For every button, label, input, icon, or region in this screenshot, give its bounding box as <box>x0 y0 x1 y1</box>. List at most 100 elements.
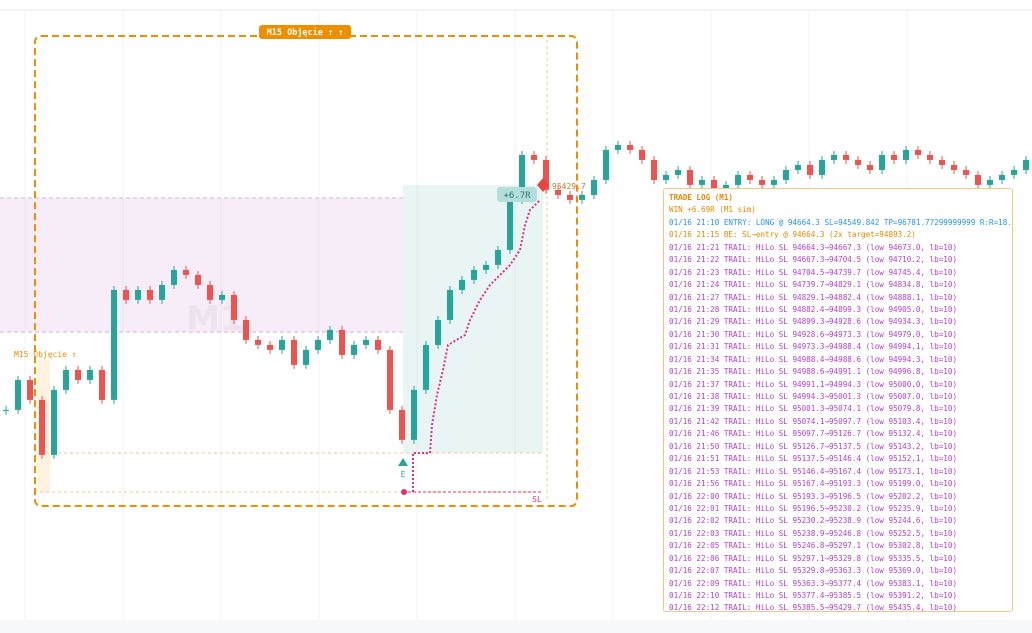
log-line: WIN +6.69R (M1 sim) <box>669 205 756 215</box>
log-line: 01/16 21:35 TRAIL: HiLo SL 94988.6→94991… <box>669 367 958 377</box>
log-line: 01/16 21:23 TRAIL: HiLo SL 94704.5→94739… <box>669 267 958 277</box>
result-badge: +6.7R <box>503 191 531 201</box>
candle <box>711 179 717 190</box>
candle <box>723 184 729 190</box>
log-line: 01/16 21:27 TRAIL: HiLo SL 94829.1→94882… <box>669 292 958 302</box>
candle <box>591 179 597 195</box>
candle <box>339 329 345 355</box>
log-line: 01/16 21:46 TRAIL: HiLo SL 95097.7→95126… <box>669 429 958 439</box>
log-line: 01/16 21:34 TRAIL: HiLo SL 94988.4→94988… <box>669 354 958 364</box>
candle <box>699 179 705 185</box>
candle <box>27 379 33 400</box>
candle <box>807 164 813 175</box>
candle <box>543 159 549 190</box>
log-line: 01/16 21:24 TRAIL: HiLo SL 94739.7→94829… <box>669 280 958 290</box>
candle <box>987 179 993 185</box>
candle <box>399 409 405 440</box>
log-line: 01/16 22:05 TRAIL: HiLo SL 95246.8→95297… <box>669 541 958 551</box>
candle <box>231 294 237 320</box>
log-line: 01/16 21:28 TRAIL: HiLo SL 94882.4→94899… <box>669 304 958 314</box>
zone-label-bg <box>259 25 351 39</box>
log-line: 01/16 21:37 TRAIL: HiLo SL 94991.1→94994… <box>669 379 958 389</box>
pink-zone <box>0 198 403 332</box>
candle <box>1023 159 1029 170</box>
candle <box>951 164 957 170</box>
candle <box>603 149 609 180</box>
profit-zone <box>403 185 543 453</box>
candle <box>219 294 225 300</box>
candle <box>855 159 861 165</box>
candle <box>243 319 249 340</box>
candle <box>783 169 789 180</box>
candle <box>843 154 849 160</box>
log-line: 01/16 22:12 TRAIL: HiLo SL 95385.5→95429… <box>669 603 958 612</box>
log-line: 01/16 21:38 TRAIL: HiLo SL 94994.3→95001… <box>669 392 958 401</box>
candle <box>255 339 261 345</box>
log-line: 01/16 22:01 TRAIL: HiLo SL 95196.5→95230… <box>669 503 958 513</box>
candle <box>507 199 513 250</box>
zone-label-small: M15 Objęcie ↑ <box>14 350 77 359</box>
candle <box>135 289 141 300</box>
candle <box>759 179 765 185</box>
candle <box>903 149 909 160</box>
candle <box>147 289 153 300</box>
entry-marker <box>398 458 408 466</box>
entry-label: E <box>401 470 406 479</box>
candle <box>375 339 381 350</box>
exit-price: 95429.7 <box>552 182 586 191</box>
log-line: 01/16 21:31 TRAIL: HiLo SL 94973.3→94988… <box>669 342 958 352</box>
log-line: 01/16 21:22 TRAIL: HiLo SL 94667.3→94704… <box>669 255 958 265</box>
candle <box>579 194 585 200</box>
candle <box>279 339 285 350</box>
candle <box>555 189 561 195</box>
candle <box>795 164 801 170</box>
candle <box>879 154 885 170</box>
candle <box>207 284 213 300</box>
candle <box>327 329 333 340</box>
candle <box>615 144 621 150</box>
sl-label: SL <box>532 495 542 504</box>
trade-log: TRADE LOG (M1) WIN +6.69R (M1 sim) 01/16 … <box>663 188 1013 612</box>
candle <box>15 379 21 410</box>
log-line: 01/16 21:15 BE: SL→entry @ 94664.3 (2x t… <box>669 230 916 240</box>
candle <box>315 339 321 350</box>
candle <box>183 269 189 275</box>
log-line: 01/16 21:30 TRAIL: HiLo SL 94928.6→94973… <box>669 329 958 339</box>
candle <box>531 154 537 160</box>
candle <box>39 399 45 455</box>
candle <box>387 349 393 410</box>
candle <box>891 154 897 160</box>
badge-bg <box>497 187 537 202</box>
candle <box>483 264 489 270</box>
candle <box>363 339 369 345</box>
candle <box>471 269 477 280</box>
trail-path <box>412 199 541 492</box>
candle <box>735 174 741 185</box>
candle <box>939 159 945 165</box>
log-line: 01/16 22:09 TRAIL: HiLo SL 95363.3→95377… <box>669 578 958 588</box>
candle <box>651 159 657 180</box>
log-line: 01/16 21:50 TRAIL: HiLo SL 95126.7→95137… <box>669 441 958 451</box>
candle <box>459 279 465 290</box>
log-line: 01/16 22:00 TRAIL: HiLo SL 95193.3→95196… <box>669 491 958 501</box>
log-line: 01/16 22:10 TRAIL: HiLo SL 95377.4→95385… <box>669 591 958 600</box>
candle <box>267 344 273 350</box>
candle <box>831 154 837 160</box>
candle <box>1011 169 1017 175</box>
log-line: 01/16 21:51 TRAIL: HiLo SL 95137.5→95146… <box>669 454 958 464</box>
log-line: 01/16 21:39 TRAIL: HiLo SL 95001.3→95074… <box>669 404 958 414</box>
candle <box>675 169 681 175</box>
candle <box>975 174 981 185</box>
candle <box>63 369 69 390</box>
candle <box>423 344 429 390</box>
log-line: 01/16 21:29 TRAIL: HiLo SL 94899.3→94928… <box>669 317 958 327</box>
candle <box>867 164 873 170</box>
candle <box>687 169 693 185</box>
candle <box>195 274 201 285</box>
log-line: 01/16 21:56 TRAIL: HiLo SL 95167.4→95193… <box>669 479 958 489</box>
candle <box>639 149 645 160</box>
candle <box>519 154 525 200</box>
candle <box>819 159 825 175</box>
candle <box>447 289 453 320</box>
